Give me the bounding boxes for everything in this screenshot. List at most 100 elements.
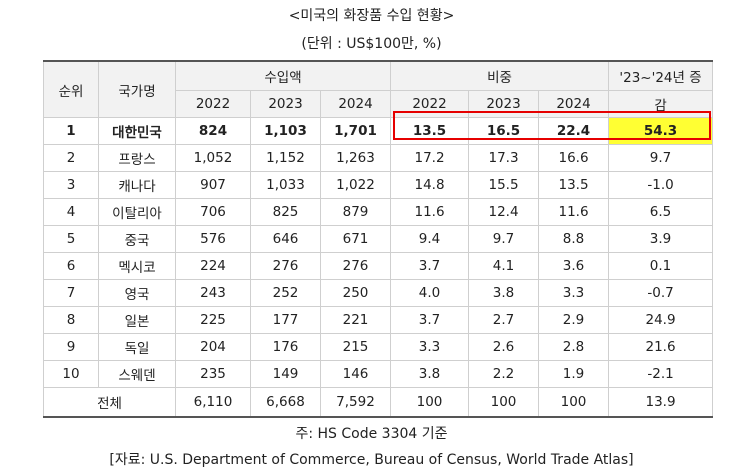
cell-share-2023: 17.3 (468, 144, 540, 172)
cell-share-2024: 2.8 (538, 333, 610, 361)
total-share-2022: 100 (390, 387, 470, 418)
cell-share-2022: 14.8 (390, 171, 470, 199)
cell-import-2023: 177 (250, 306, 321, 334)
cell-change: 24.9 (608, 306, 714, 334)
cell-import-2023: 176 (250, 333, 321, 361)
total-import-2024: 7,592 (319, 387, 392, 418)
cell-share-2024: 16.6 (538, 144, 610, 172)
cell-import-2024: 146 (319, 360, 392, 388)
table-row: 10 스웨덴 235 149 146 3.8 2.2 1.9 -2.1 (43, 360, 714, 388)
cell-import-2024: 1,263 (319, 144, 392, 172)
cell-share-2023: 3.8 (468, 279, 540, 307)
cell-share-2023: 2.7 (468, 306, 540, 334)
cell-import-2022: 824 (175, 117, 251, 145)
cell-import-2023: 1,152 (250, 144, 321, 172)
table-row: 5 중국 576 646 671 9.4 9.7 8.8 3.9 (43, 225, 714, 253)
cell-country: 캐나다 (98, 171, 176, 199)
header-rank: 순위 (43, 60, 99, 118)
cell-rank: 8 (43, 306, 99, 334)
cell-import-2022: 224 (175, 252, 251, 280)
table-row: 8 일본 225 177 221 3.7 2.7 2.9 24.9 (43, 306, 714, 334)
cell-rank: 7 (43, 279, 99, 307)
header-import-2024: 2024 (319, 90, 392, 118)
cell-share-2023: 15.5 (468, 171, 540, 199)
cell-country: 중국 (98, 225, 176, 253)
cell-import-2022: 204 (175, 333, 251, 361)
header-share: 비중 (390, 60, 610, 91)
cell-import-2023: 252 (250, 279, 321, 307)
cell-share-2022: 3.3 (390, 333, 470, 361)
cell-change: 6.5 (608, 198, 714, 226)
header-change-line1: '23~'24년 증 (608, 60, 714, 91)
cell-share-2022: 17.2 (390, 144, 470, 172)
cell-import-2022: 907 (175, 171, 251, 199)
cell-import-2022: 576 (175, 225, 251, 253)
footnote: 주: HS Code 3304 기준 (295, 426, 448, 442)
table-row: 4 이탈리아 706 825 879 11.6 12.4 11.6 6.5 (43, 198, 714, 226)
cell-share-2024: 1.9 (538, 360, 610, 388)
cell-share-2022: 4.0 (390, 279, 470, 307)
total-label: 전체 (43, 387, 176, 418)
cell-rank: 1 (43, 117, 99, 145)
header-change-line2: 감 (608, 90, 714, 118)
cell-change: 0.1 (608, 252, 714, 280)
cell-share-2024: 2.9 (538, 306, 610, 334)
cell-share-2023: 4.1 (468, 252, 540, 280)
cell-import-2023: 1,103 (250, 117, 321, 145)
cell-country: 스웨덴 (98, 360, 176, 388)
cell-country: 이탈리아 (98, 198, 176, 226)
cell-rank: 6 (43, 252, 99, 280)
cell-share-2024: 3.3 (538, 279, 610, 307)
cell-change: 9.7 (608, 144, 714, 172)
cell-change: 54.3 (608, 117, 714, 145)
cell-share-2024: 8.8 (538, 225, 610, 253)
header-import-amount: 수입액 (174, 60, 392, 91)
table-row: 3 캐나다 907 1,033 1,022 14.8 15.5 13.5 -1.… (43, 171, 714, 199)
cell-rank: 2 (43, 144, 99, 172)
cell-share-2023: 2.2 (468, 360, 540, 388)
cell-change: 3.9 (608, 225, 714, 253)
cell-share-2024: 11.6 (538, 198, 610, 226)
cell-rank: 9 (43, 333, 99, 361)
cell-import-2024: 215 (319, 333, 392, 361)
cell-share-2024: 22.4 (538, 117, 610, 145)
cell-rank: 10 (43, 360, 99, 388)
cell-share-2023: 2.6 (468, 333, 540, 361)
cell-change: 21.6 (608, 333, 714, 361)
cell-import-2024: 221 (319, 306, 392, 334)
cell-import-2023: 825 (250, 198, 321, 226)
cell-share-2023: 12.4 (468, 198, 540, 226)
cell-import-2022: 235 (175, 360, 251, 388)
import-table: 순위 국가명 수입액 비중 '23~'24년 증 2022 2023 2024 … (43, 60, 714, 418)
cell-share-2022: 13.5 (390, 117, 470, 145)
cell-country: 일본 (98, 306, 176, 334)
table-row: 6 멕시코 224 276 276 3.7 4.1 3.6 0.1 (43, 252, 714, 280)
table-row: 2 프랑스 1,052 1,152 1,263 17.2 17.3 16.6 9… (43, 144, 714, 172)
cell-import-2024: 250 (319, 279, 392, 307)
table-row: 9 독일 204 176 215 3.3 2.6 2.8 21.6 (43, 333, 714, 361)
cell-share-2023: 9.7 (468, 225, 540, 253)
cell-rank: 5 (43, 225, 99, 253)
total-import-2022: 6,110 (175, 387, 251, 418)
cell-import-2024: 879 (319, 198, 392, 226)
total-row: 전체 6,110 6,668 7,592 100 100 100 13.9 (43, 387, 714, 418)
cell-share-2022: 3.7 (390, 306, 470, 334)
cell-change: -1.0 (608, 171, 714, 199)
cell-country: 프랑스 (98, 144, 176, 172)
header-share-2023: 2023 (468, 90, 540, 118)
cell-import-2022: 225 (175, 306, 251, 334)
cell-country: 대한민국 (98, 117, 176, 145)
total-change: 13.9 (608, 387, 714, 418)
cell-share-2022: 3.8 (390, 360, 470, 388)
cell-country: 멕시코 (98, 252, 176, 280)
table-row: 1 대한민국 824 1,103 1,701 13.5 16.5 22.4 54… (43, 117, 714, 145)
header-share-2022: 2022 (390, 90, 470, 118)
cell-share-2022: 3.7 (390, 252, 470, 280)
cell-rank: 3 (43, 171, 99, 199)
source-citation: [자료: U.S. Department of Commerce, Bureau… (109, 452, 634, 468)
cell-share-2024: 3.6 (538, 252, 610, 280)
header-share-2024: 2024 (538, 90, 610, 118)
cell-import-2022: 243 (175, 279, 251, 307)
cell-rank: 4 (43, 198, 99, 226)
header-import-2023: 2023 (250, 90, 321, 118)
